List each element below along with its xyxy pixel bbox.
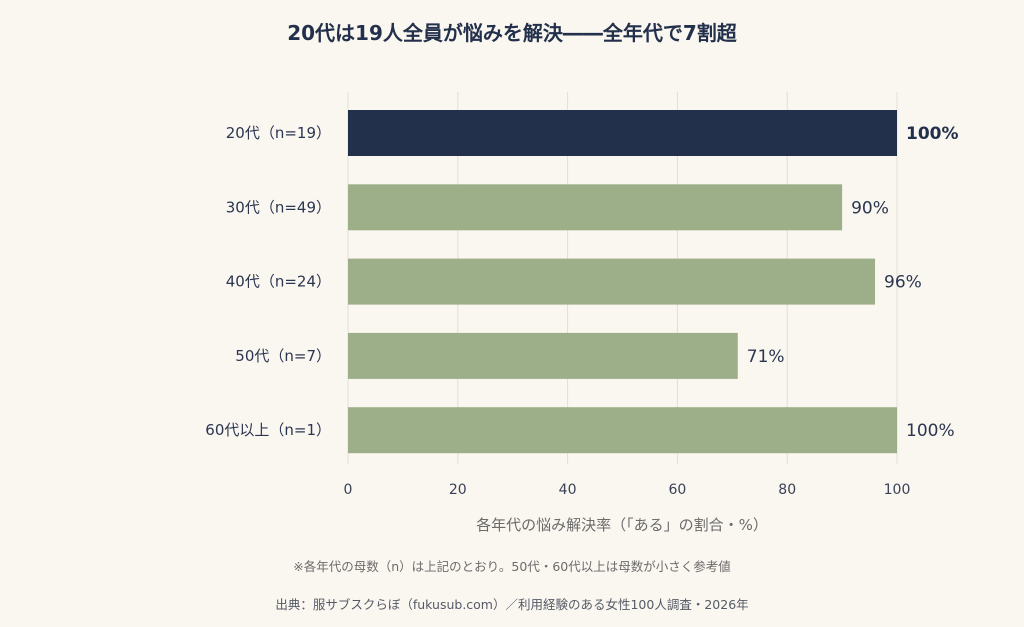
x-tick-label: 60: [668, 482, 686, 498]
chart-title: 20代は19人全員が悩みを解決――全年代で7割超: [287, 21, 737, 45]
data-label: 90%: [851, 198, 889, 218]
data-label: 71%: [747, 347, 785, 367]
category-label: 20代（n=19）: [226, 124, 331, 142]
x-tick-label: 40: [559, 482, 577, 498]
category-label: 40代（n=24）: [226, 273, 331, 291]
category-label: 60代以上（n=1）: [205, 421, 331, 439]
bar: [348, 110, 897, 156]
x-tick-label: 20: [449, 482, 467, 498]
category-label: 30代（n=49）: [226, 198, 331, 216]
x-tick-label: 80: [778, 482, 796, 498]
bar: [348, 258, 876, 305]
data-label: 100%: [906, 421, 955, 441]
bar: [348, 184, 843, 231]
labels: 0 20 40 60 80 100 20代（n=19） 100% 30代（n=49） 90% 40代…: [205, 124, 958, 498]
data-label: 96%: [884, 273, 922, 293]
bar: [348, 332, 738, 379]
x-axis-title: 各年代の悩み解決率（「ある」の割合・%）: [476, 516, 768, 534]
data-label: 100%: [906, 124, 959, 144]
source-note: 出典：服サブスクらぼ（fukusub.com）／利用経験のある女性100人調査・…: [275, 597, 749, 612]
category-label: 50代（n=7）: [235, 347, 331, 365]
bars: [348, 110, 897, 454]
x-tick-label: 100: [884, 482, 911, 498]
footnote: ※各年代の母数（n）は上記のとおり。50代・60代以上は母数が小さく参考値: [293, 559, 731, 574]
x-tick-label: 0: [344, 482, 353, 498]
bar: [348, 407, 897, 454]
